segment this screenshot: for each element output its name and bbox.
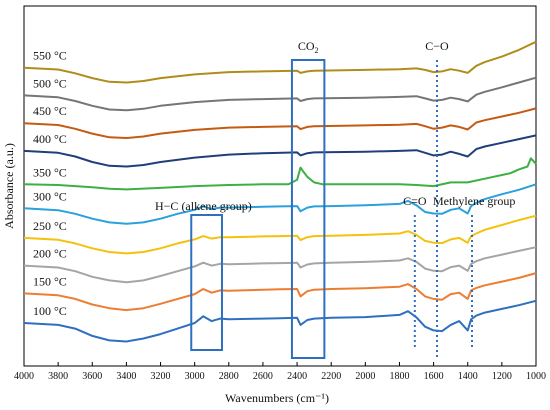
plot-area — [23, 5, 537, 367]
x-axis-title: Wavenumbers (cm⁻¹) — [225, 391, 329, 405]
series-layer — [23, 40, 537, 343]
x-tick-label: 2200 — [321, 371, 341, 382]
x-tick-label: 3000 — [185, 371, 205, 382]
co2-label: CO2 — [298, 39, 319, 55]
series-line-4 — [23, 183, 537, 225]
series-label-4: 300 °C — [33, 189, 67, 203]
alkene-label: H−C (alkene group) — [155, 199, 252, 213]
series-label-7: 450 °C — [33, 104, 67, 118]
series-line-7 — [23, 107, 537, 139]
series-line-3 — [23, 214, 537, 255]
co2-box — [290, 59, 326, 359]
co-single-label: C−O — [425, 39, 449, 53]
series-line-0 — [23, 299, 537, 343]
co-double-label: C=O — [403, 194, 427, 208]
x-tick-label: 2000 — [355, 371, 375, 382]
x-tick-label: 1400 — [458, 371, 478, 382]
x-tick-label: 2800 — [219, 371, 239, 382]
x-tick-label: 2600 — [253, 371, 273, 382]
series-label-6: 400 °C — [33, 132, 67, 146]
x-tick-label: 4000 — [14, 371, 34, 382]
series-line-6 — [23, 134, 537, 168]
series-label-1: 150 °C — [33, 274, 67, 288]
series-line-5 — [23, 157, 537, 191]
x-tick-label: 2400 — [287, 371, 307, 382]
series-label-0: 100 °C — [33, 304, 67, 318]
methylene-label: Methylene group — [433, 194, 515, 208]
series-label-3: 250 °C — [33, 219, 67, 233]
x-tick-label: 1800 — [389, 371, 409, 382]
x-tick-label: 3200 — [151, 371, 171, 382]
series-line-2 — [23, 246, 537, 284]
x-tick-label: 1000 — [526, 371, 546, 382]
x-tick-label: 3600 — [82, 371, 102, 382]
series-label-5: 350 °C — [33, 165, 67, 179]
series-line-1 — [23, 272, 537, 312]
x-tick-label: 3400 — [116, 371, 136, 382]
x-ticks: 4000 3800 3600 3400 3200 3000 2800 2600 2400 2200… — [14, 362, 546, 382]
y-axis-title: Absorbance (a.u.) — [2, 143, 16, 229]
series-line-8 — [23, 76, 537, 112]
series-labels: 100 °C 150 °C 200 °C 250 °C 300 °C 350 °C 400 … — [33, 49, 67, 318]
series-label-9: 550 °C — [33, 49, 67, 63]
series-label-2: 200 °C — [33, 247, 67, 261]
annotation-layer: CO2 H−C (alkene group) C−O C=O Methylene gro… — [155, 39, 515, 360]
x-tick-label: 3800 — [48, 371, 68, 382]
x-tick-label: 1600 — [424, 371, 444, 382]
alkene-box — [190, 214, 223, 351]
series-label-8: 500 °C — [33, 76, 67, 90]
x-tick-label: 1200 — [492, 371, 512, 382]
series-line-9 — [23, 40, 537, 84]
